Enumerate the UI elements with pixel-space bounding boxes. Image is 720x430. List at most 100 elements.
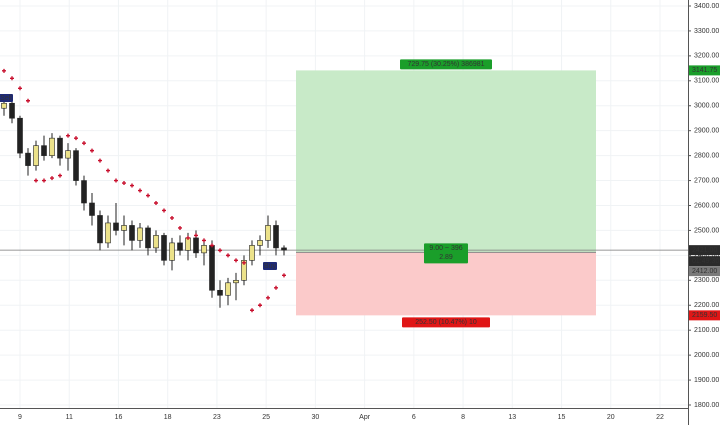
y-tick-label: 2500.00 [694,227,719,234]
y-tick-label: 3100.00 [694,78,719,85]
sar-point [58,173,62,178]
y-tick-label: 2300.00 [694,277,719,284]
candle-body [57,137,63,159]
countdown-tag-box [689,256,720,267]
sar-point [34,178,38,183]
candle-body [281,247,287,251]
sar-point [226,253,230,258]
x-tick-label: 18 [164,414,172,421]
candle-body [121,225,127,231]
x-tick-label: 30 [311,414,319,421]
sar-point [130,183,134,188]
candle-body [265,225,271,241]
sar-point [266,295,270,300]
x-tick-label: 9 [18,414,22,421]
sar-point [138,188,142,193]
x-tick-label: 25 [262,414,270,421]
signal-label: Buy [264,263,277,270]
candle-body [273,225,279,249]
y-tick-label: 2400.00 [694,252,719,259]
x-tick-label: Apr [359,414,371,421]
x-tick-label: 20 [607,414,615,421]
candle-body [241,260,247,281]
candle-body [193,237,199,254]
candle-body [153,235,159,249]
sar-point [2,68,6,73]
profit-label: 729.75 (30.25%) 386981 [407,61,484,68]
countdown-tag: 01:49:30 [692,258,719,265]
sar-point [202,238,206,243]
y-tick-label: 2700.00 [694,177,719,184]
loss-label: 252.50 (10.47%) 10 [415,319,477,326]
x-tick-label: 8 [461,414,465,421]
x-tick-label: 13 [508,414,516,421]
x-tick-label: 6 [412,414,416,421]
last-price-tag: 2421.00 [692,247,717,254]
candle-body [33,145,39,166]
target-price-tag-box [689,65,720,76]
stop-price-tag-box [689,310,720,321]
loss-label-box [402,317,490,328]
x-tick-label: 11 [66,414,73,421]
candle-body [49,137,55,156]
candle-body [97,215,103,244]
sar-point [10,76,14,81]
candle-body [41,145,47,156]
sar-point [210,243,214,248]
candle-body [113,222,119,231]
y-tick-label: 3300.00 [694,28,719,35]
sar-point [170,215,174,220]
y-tick-label: 3400.00 [694,3,719,10]
middle-label: 9.00 ~ 396 [429,245,462,252]
x-tick-label: 22 [656,414,664,421]
signal-box [0,94,13,102]
sar-point [106,168,110,173]
y-tick-label: 1800.00 [694,402,719,409]
sar-point [146,193,150,198]
candle-body [73,150,79,181]
candle-body [225,282,231,296]
y-tick-label: 2900.00 [694,128,719,135]
candle-body [257,240,263,246]
y-tick-label: 2000.00 [694,352,719,359]
signal-box [263,262,277,270]
candle-body [81,180,87,204]
sar-point [178,225,182,230]
sar-point [18,86,22,91]
sar-point [194,233,198,238]
candle-body [17,117,23,154]
candle-body [201,245,207,254]
sar-point [42,178,46,183]
sar-point [122,181,126,186]
candle-body [1,102,7,109]
y-tick-label: 2200.00 [694,302,719,309]
sar-point [90,148,94,153]
sar-point [234,258,238,263]
entry-price-tag: 2412.00 [692,268,717,275]
sar-point [98,158,102,163]
sar-point [82,141,86,146]
candle-body [65,150,71,159]
candle-body [129,225,135,241]
x-tick-label: 23 [213,414,221,421]
sar-point [162,208,166,213]
sar-point [66,133,70,138]
y-tick-label: 1900.00 [694,377,719,384]
candle-body [9,102,15,119]
sar-point [50,176,54,181]
sar-point [250,308,254,313]
y-tick-label: 2800.00 [694,152,719,159]
candle-body [169,242,175,261]
ratio-label: 2.89 [439,254,453,261]
candle-body [161,235,167,261]
sar-point [154,201,158,206]
sar-point [282,273,286,278]
x-tick-label: 16 [115,414,123,421]
sar-point [26,98,30,103]
y-tick-label: 2600.00 [694,202,719,209]
sar-point [186,235,190,240]
last-price-tag-box [689,245,720,256]
candle-body [249,245,255,261]
profit-zone [296,70,596,253]
candle-body [145,227,151,249]
